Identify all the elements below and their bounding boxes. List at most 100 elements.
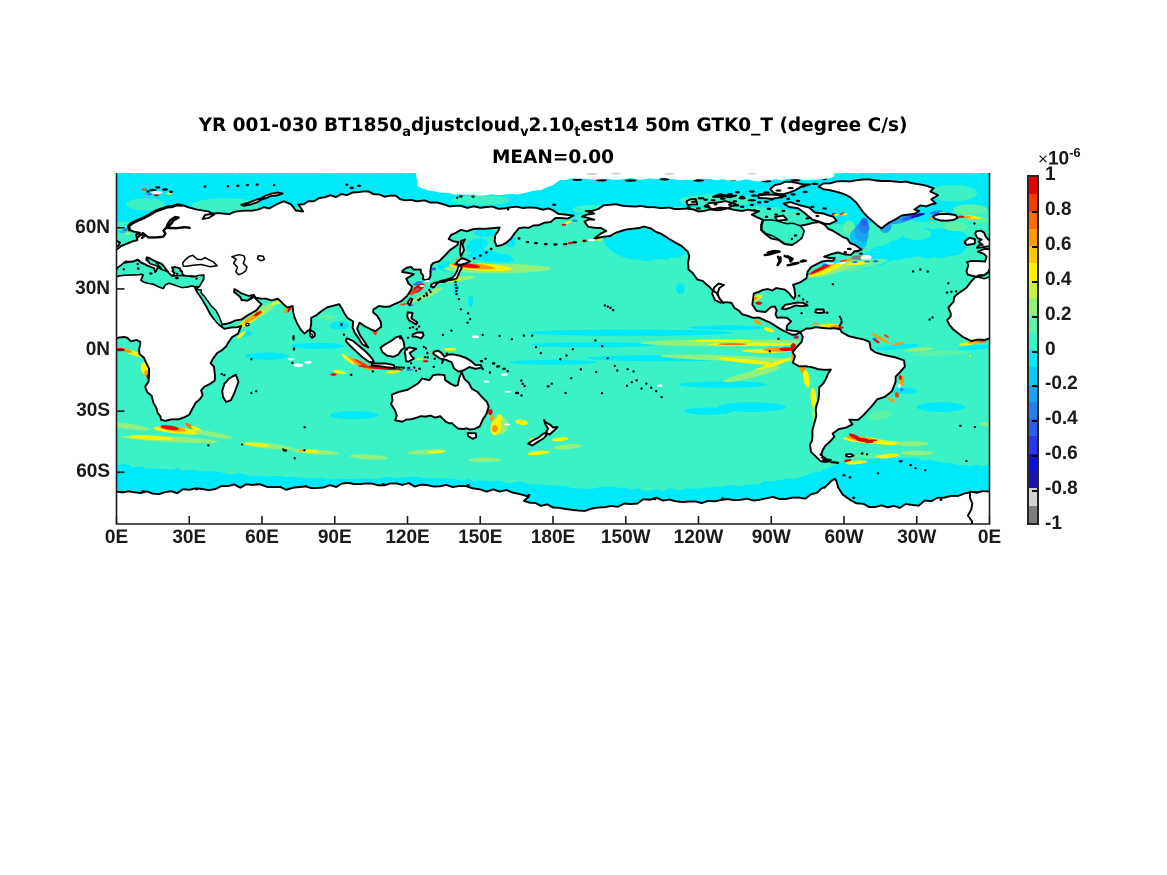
- colorbar-tick--0.6: -0.6: [1045, 443, 1078, 465]
- x-tick-60W: 60W: [824, 527, 864, 548]
- island-speck: [523, 384, 526, 388]
- ocean-anomaly-patch: [146, 193, 153, 196]
- ocean-anomaly-patch: [953, 204, 988, 215]
- inland-water-squiggle: [783, 254, 794, 263]
- coastline-landmass: [761, 219, 805, 246]
- ocean-anomaly-patch: [1120, 301, 1149, 323]
- ocean-anomaly-patch: [679, 194, 757, 207]
- coastline-landmass: [370, 362, 396, 369]
- ocean-anomaly-patch: [611, 173, 621, 175]
- island-speck: [616, 369, 619, 372]
- island-speck: [931, 316, 934, 319]
- island-speck: [255, 483, 259, 486]
- island-speck: [805, 217, 810, 220]
- island-speck: [713, 203, 718, 206]
- island-speck: [756, 201, 762, 204]
- ocean-anomaly-patch: [809, 261, 846, 278]
- island-speck: [240, 443, 244, 446]
- island-outlined: [245, 322, 250, 327]
- ocean-anomaly-patch: [899, 450, 934, 456]
- island-speck: [149, 188, 157, 192]
- ocean-anomaly-patch: [747, 173, 757, 175]
- island-speck: [489, 247, 493, 251]
- island-speck: [141, 490, 145, 493]
- colorbar-tick-mark: [1031, 245, 1037, 248]
- island-speck: [174, 276, 179, 280]
- coastline-landmass: [116, 256, 205, 290]
- coastline-landmass: [231, 253, 248, 276]
- island-speck: [706, 205, 711, 208]
- island-speck: [793, 234, 798, 237]
- ocean-anomaly-patch: [679, 381, 767, 388]
- coastline-landmass: [240, 191, 284, 207]
- ocean-anomaly-patch: [2, 453, 27, 459]
- inland-water-squiggle: [776, 255, 782, 267]
- coastline-landmass: [455, 257, 472, 266]
- coastline-landmass: [773, 214, 788, 222]
- ocean-anomaly-patch: [0, 435, 14, 445]
- ocean-anomaly-patch: [527, 450, 550, 456]
- colorbar-tick-mark: [1031, 350, 1037, 353]
- ocean-anomaly-patch: [56, 217, 61, 219]
- island-speck: [572, 178, 583, 181]
- island-speck: [543, 242, 548, 246]
- island-speck: [411, 326, 415, 329]
- island-speck: [406, 336, 410, 340]
- island-speck: [517, 237, 521, 240]
- ocean-anomaly-patch: [116, 463, 133, 510]
- island-speck: [520, 379, 523, 382]
- island-speck: [802, 190, 808, 194]
- island-speck: [749, 203, 754, 207]
- colorbar-exponent-label: ×10-6: [1038, 145, 1081, 170]
- ocean-anomaly-patch: [150, 190, 163, 195]
- colorbar-segment: [1028, 177, 1037, 195]
- ocean-anomaly-patch: [165, 192, 172, 195]
- ocean-anomaly-patch: [1115, 310, 1136, 325]
- island-speck: [424, 347, 428, 350]
- ocean-anomaly-patch: [564, 221, 571, 225]
- island-speck: [414, 369, 418, 373]
- colorbar-segment: [1028, 194, 1037, 212]
- island-speck: [686, 206, 691, 209]
- island-speck: [846, 247, 852, 251]
- ocean-anomaly-patch: [1080, 306, 1085, 311]
- island-speck: [732, 200, 738, 203]
- ocean-anomaly-patch: [872, 260, 879, 263]
- island-speck: [291, 361, 294, 365]
- island-speck: [842, 474, 846, 477]
- island-speck: [432, 365, 435, 369]
- island-speck: [752, 209, 757, 212]
- island-speck: [405, 348, 409, 351]
- ocean-anomaly-patch: [998, 232, 1003, 234]
- island-speck: [822, 207, 827, 210]
- ocean-anomaly-patch: [808, 262, 833, 275]
- colorbar-segment: [1028, 401, 1037, 420]
- colorbar-segment: [1028, 211, 1037, 229]
- x-tick-0E: 0E: [977, 527, 1002, 548]
- ocean-anomaly-patch: [90, 240, 96, 244]
- coastline-landmass: [543, 418, 559, 436]
- ocean-anomaly-patch: [1019, 193, 1025, 195]
- island-speck: [819, 453, 823, 456]
- island-speck: [179, 269, 182, 273]
- island-speck: [293, 457, 296, 460]
- ocean-anomaly-patch: [1155, 301, 1166, 315]
- colorbar-tick-mark: [1031, 280, 1037, 283]
- island-speck: [876, 472, 880, 475]
- island-speck: [520, 394, 523, 397]
- island-speck: [426, 356, 429, 359]
- island-speck: [226, 185, 230, 188]
- ocean-anomaly-patch: [400, 302, 408, 306]
- ocean-anomaly-patch: [451, 195, 510, 206]
- island-speck: [690, 200, 697, 203]
- ocean-anomaly-patch: [191, 198, 260, 213]
- island-speck: [823, 486, 826, 489]
- island-speck: [441, 333, 445, 337]
- ocean-anomaly-patch: [875, 453, 900, 459]
- ocean-anomaly-patch: [943, 222, 968, 232]
- x-tick-30W: 30W: [897, 527, 937, 548]
- ocean-anomaly-patch: [489, 415, 495, 422]
- colorbar-segment: [1028, 298, 1037, 316]
- ocean-anomaly-patch: [0, 332, 18, 345]
- coastline-landmass: [411, 331, 425, 340]
